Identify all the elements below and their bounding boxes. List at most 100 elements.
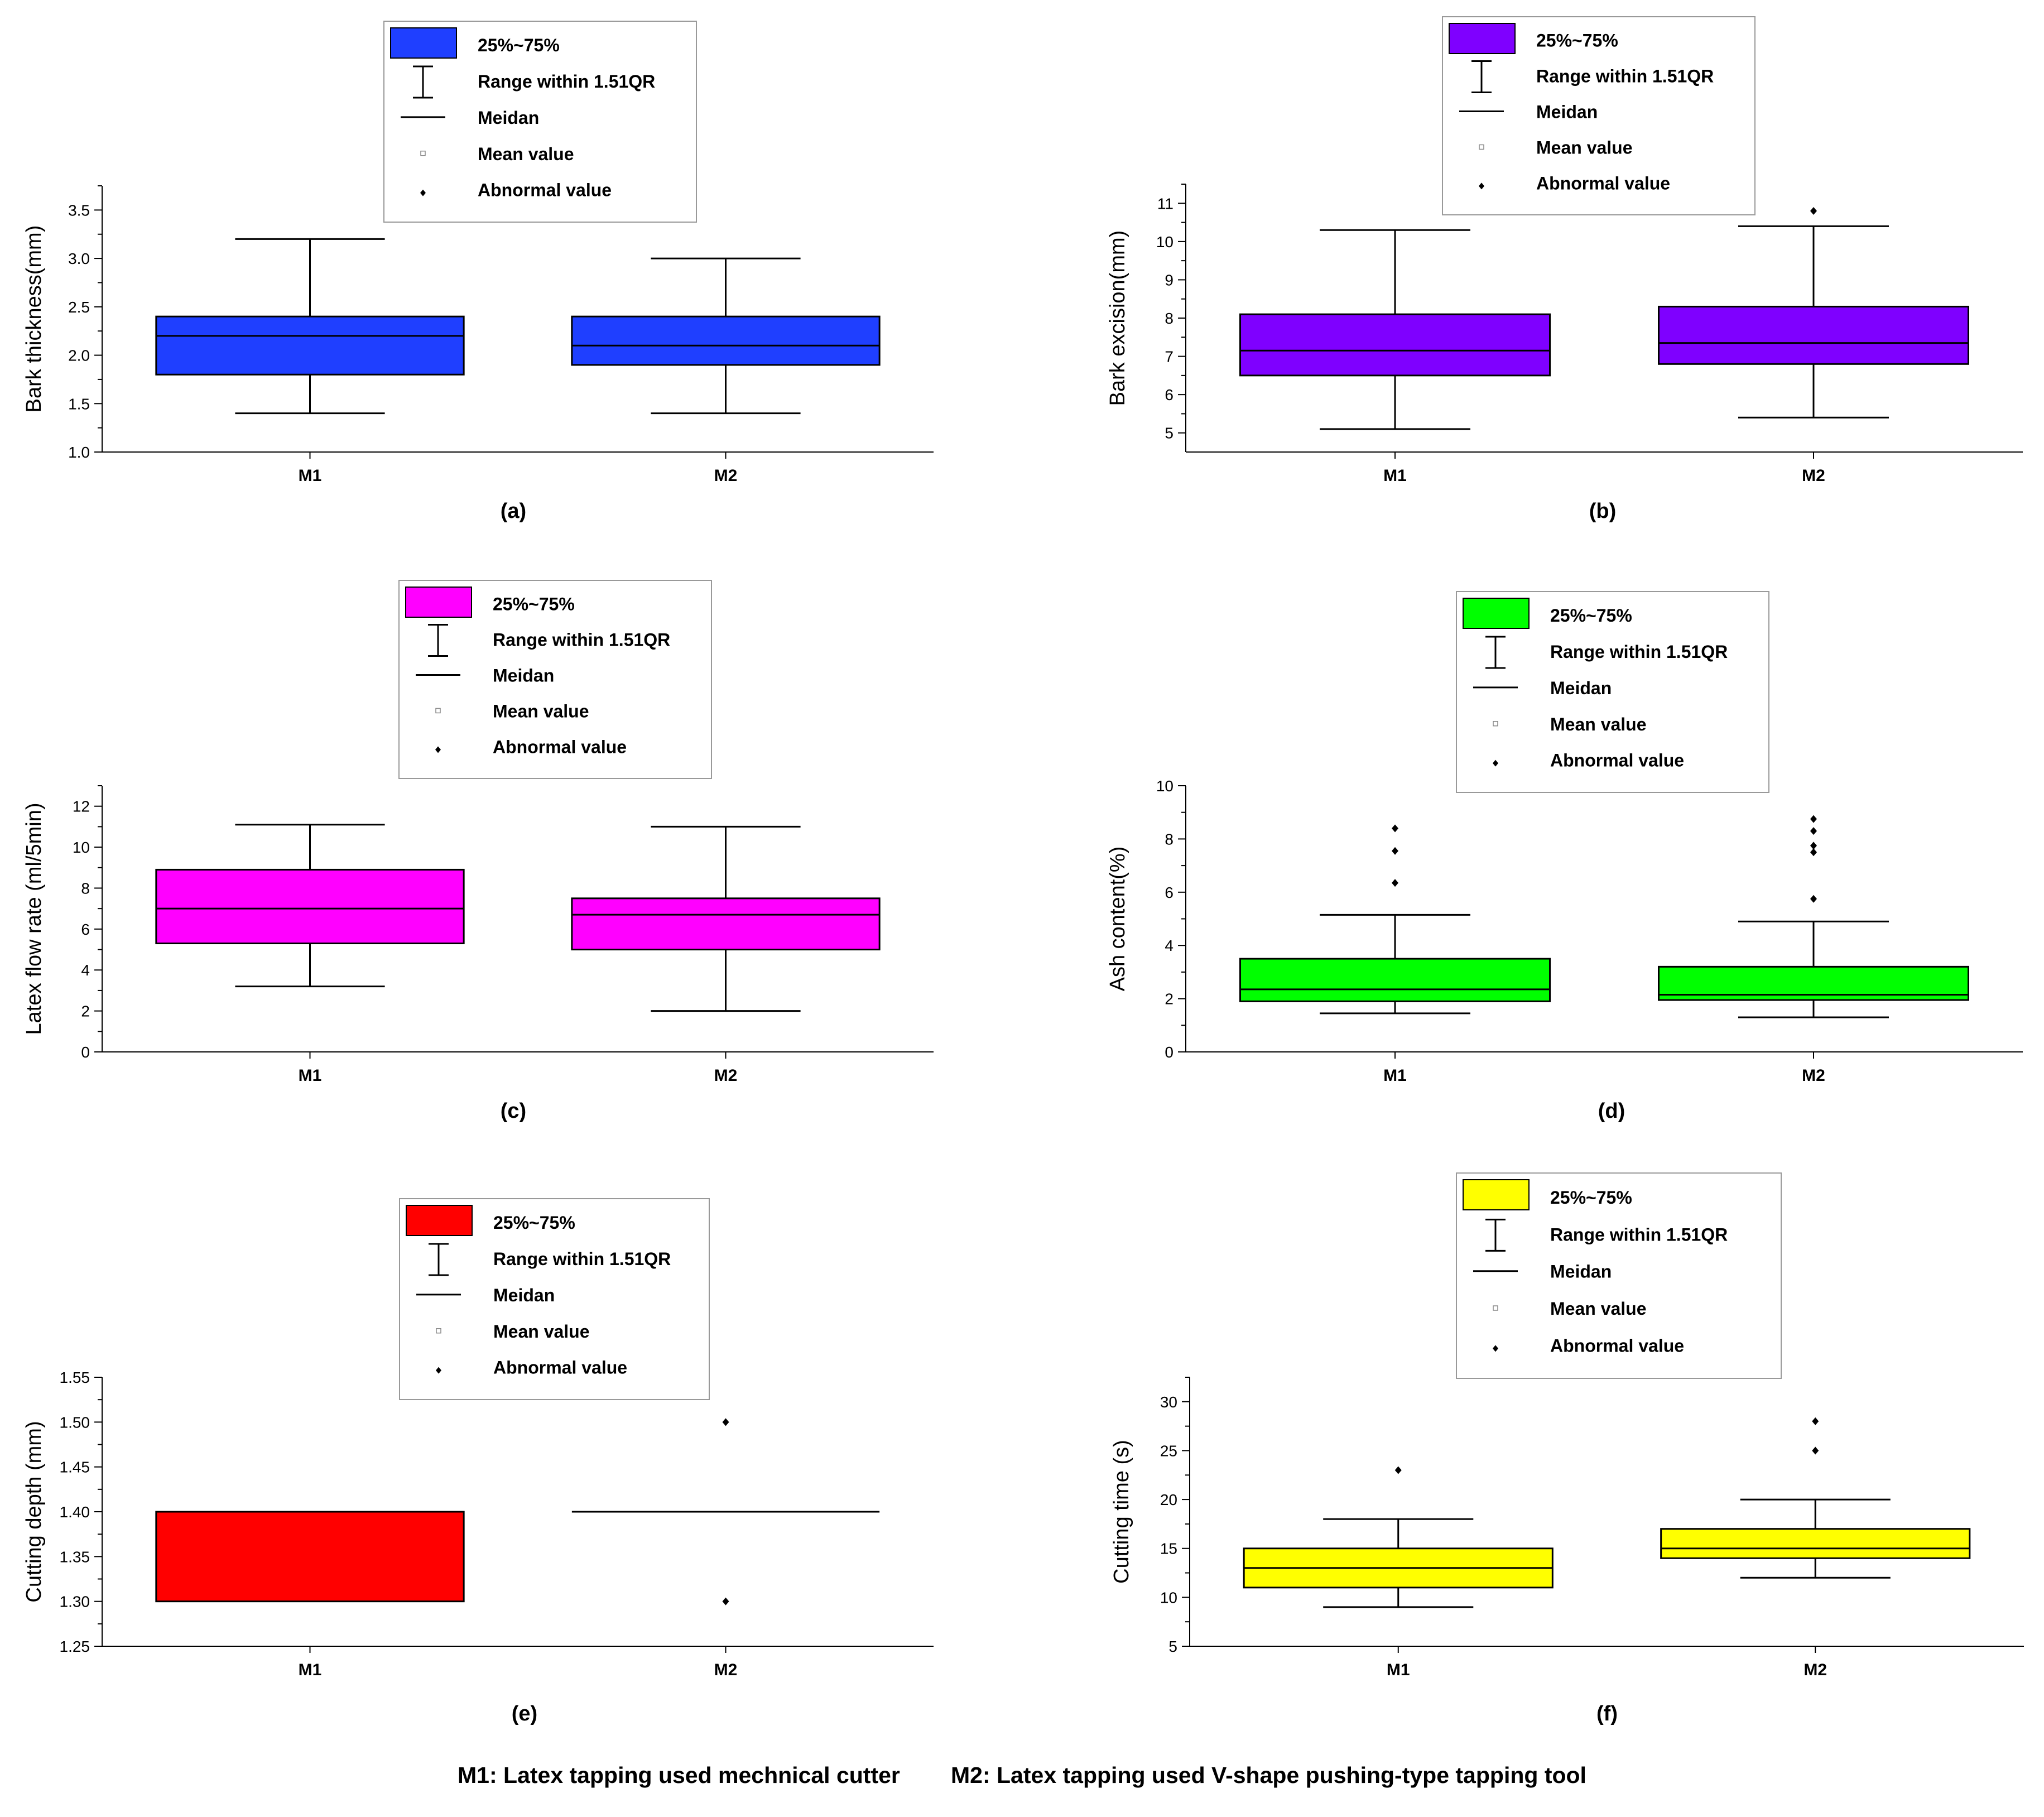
- y-tick-label: 2.5: [68, 299, 90, 316]
- legend: 25%~75% Range within 1.51QR Meidan Mean val…: [383, 21, 697, 223]
- y-tick-label: 1.40: [60, 1503, 90, 1521]
- x-tick-label: M1: [299, 1661, 322, 1679]
- y-tick-label: 1.45: [60, 1459, 90, 1476]
- outlier-point: [1812, 1417, 1819, 1425]
- legend-box-swatch: [1449, 23, 1516, 54]
- y-tick-label: 5: [1165, 425, 1174, 442]
- legend-box-label: 25%~75%: [1550, 605, 1632, 626]
- y-tick-label: 10: [1160, 1589, 1177, 1606]
- legend-box-label: 25%~75%: [493, 594, 575, 614]
- legend-median-label: Meidan: [1550, 678, 1612, 698]
- y-axis-title: Bark excision(mm): [1106, 230, 1129, 406]
- outlier-point: [1394, 1466, 1402, 1474]
- x-tick-label: M1: [1387, 1661, 1410, 1679]
- panel-label: (f): [1596, 1702, 1618, 1725]
- box-M2: [1660, 1417, 1971, 1579]
- box-M2: [571, 257, 881, 415]
- y-tick-label: 25: [1160, 1442, 1177, 1459]
- box-M1: [1239, 229, 1551, 430]
- legend-abnormal-label: Abnormal value: [1550, 751, 1684, 771]
- legend-abnormal-label: Abnormal value: [1550, 1335, 1684, 1355]
- legend-mean-label: Mean value: [1550, 1299, 1647, 1319]
- legend-range-label: Range within 1.51QR: [1550, 642, 1728, 662]
- legend-abnormal-symbol: [435, 746, 441, 753]
- y-tick-label: 10: [1156, 777, 1174, 795]
- legend-abnormal-symbol: [420, 189, 426, 196]
- x-tick-label: M2: [1802, 467, 1825, 485]
- y-tick-label: 1.0: [68, 444, 90, 461]
- y-tick-label: 1.25: [60, 1638, 90, 1655]
- legend-box-label: 25%~75%: [493, 1213, 575, 1233]
- legend-abnormal-symbol: [1493, 760, 1498, 767]
- x-tick-label: M2: [714, 1066, 738, 1085]
- legend-mean-label: Mean value: [1536, 137, 1633, 157]
- chart-panel-f: 5 10 15 20 25 30 Cutting time (s) M1 M2 25%~75% Ra…: [1110, 1172, 2024, 1725]
- legend-mean-symbol: [1493, 1305, 1498, 1311]
- chart-panel-a: 1.0 1.5 2.0 2.5 3.0 3.5 Bark thickness(mm) M1 M2…: [22, 21, 934, 523]
- y-axis-title: Bark thickness(mm): [22, 225, 46, 413]
- y-tick-label: 8: [1165, 830, 1174, 848]
- figure-footnote: M1: Latex tapping used mechnical cutter …: [0, 1762, 2044, 1789]
- legend-abnormal-label: Abnormal value: [1536, 173, 1670, 193]
- box-M2: [571, 1418, 880, 1606]
- x-tick-label: M2: [1802, 1066, 1825, 1085]
- y-tick-label: 0: [81, 1044, 90, 1061]
- panel-label: (c): [501, 1099, 526, 1123]
- y-tick-label: 3.5: [68, 201, 90, 219]
- legend-mean-label: Mean value: [493, 701, 589, 721]
- legend: 25%~75% Range within 1.51QR Meidan Mean val…: [398, 580, 712, 779]
- y-tick-label: 0: [1165, 1044, 1174, 1061]
- box-M1: [1239, 824, 1551, 1015]
- y-tick-label: 5: [1168, 1638, 1177, 1655]
- y-tick-label: 7: [1165, 348, 1174, 366]
- x-tick-label: M1: [1383, 1066, 1407, 1085]
- iqr-box: [1239, 313, 1551, 377]
- y-tick-label: 4: [1165, 937, 1174, 954]
- panel-label: (a): [501, 499, 526, 523]
- legend-mean-symbol: [435, 708, 441, 714]
- iqr-box: [155, 315, 465, 376]
- legend-range-label: Range within 1.51QR: [493, 1249, 671, 1269]
- legend: 25%~75% Range within 1.51QR Meidan Mean val…: [399, 1198, 710, 1400]
- legend-box-label: 25%~75%: [1550, 1188, 1632, 1208]
- y-tick-label: 8: [1165, 310, 1174, 327]
- outlier-point: [1810, 848, 1817, 857]
- y-tick-label: 9: [1165, 271, 1174, 289]
- outlier-point: [1810, 815, 1817, 823]
- chart-panel-e: 1.25 1.30 1.35 1.40 1.45 1.50 1.55 Cutting dept…: [22, 1198, 934, 1725]
- legend: 25%~75% Range within 1.51QR Meidan Mean val…: [1456, 591, 1769, 793]
- legend-mean-label: Mean value: [493, 1321, 590, 1342]
- chart-panel-b: 5 6 7 8 9 10 11 Bark excision(mm) M1 M2 25%~75% Ran…: [1106, 16, 2023, 523]
- y-tick-label: 1.55: [60, 1369, 90, 1386]
- footnote-m2: M2: Latex tapping used V-shape pushing-t…: [951, 1762, 1586, 1788]
- legend-box-swatch: [390, 27, 457, 59]
- y-axis-title: Cutting time (s): [1110, 1440, 1133, 1584]
- x-tick-label: M1: [299, 1066, 322, 1085]
- y-tick-label: 4: [81, 962, 90, 979]
- y-axis-title: Ash content(%): [1106, 847, 1129, 992]
- legend-median-label: Meidan: [493, 666, 554, 686]
- y-tick-label: 1.30: [60, 1593, 90, 1611]
- iqr-box: [1658, 305, 1969, 365]
- outlier-point: [1392, 824, 1398, 833]
- legend-mean-label: Mean value: [1550, 714, 1647, 734]
- panel-label: (d): [1598, 1099, 1625, 1123]
- iqr-box: [1660, 1528, 1971, 1559]
- box-M2: [1658, 207, 1969, 419]
- y-tick-label: 15: [1160, 1540, 1177, 1558]
- iqr-box: [1239, 958, 1551, 1002]
- y-axis-title: Cutting depth (mm): [22, 1421, 46, 1602]
- legend-box-label: 25%~75%: [478, 35, 560, 55]
- y-tick-label: 6: [1165, 884, 1174, 901]
- y-tick-label: 10: [73, 839, 90, 856]
- legend-median-label: Meidan: [1536, 102, 1598, 122]
- iqr-box: [571, 897, 881, 951]
- box-M1: [155, 824, 465, 988]
- legend: 25%~75% Range within 1.51QR Meidan Mean val…: [1442, 16, 1756, 215]
- legend-median-label: Meidan: [478, 108, 539, 128]
- chart-panel-d: 0 2 4 6 8 10 Ash content(%) M1 M2 25%~75% Range wi…: [1106, 591, 2023, 1123]
- panel-label: (b): [1589, 499, 1617, 523]
- y-tick-label: 2.0: [68, 347, 90, 364]
- y-tick-label: 10: [1156, 233, 1174, 251]
- y-tick-label: 20: [1160, 1491, 1177, 1508]
